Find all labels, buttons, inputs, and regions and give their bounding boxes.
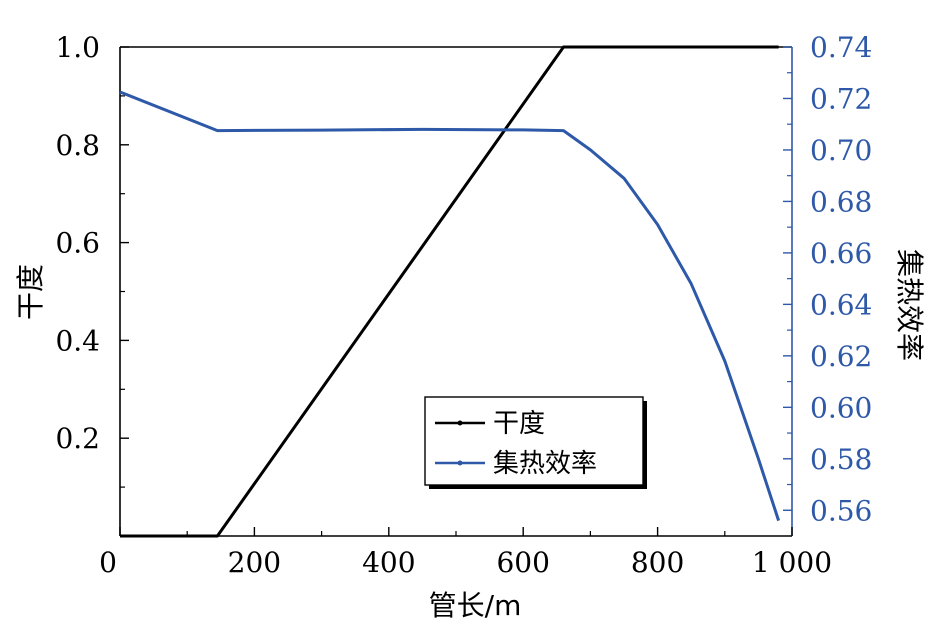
dryness-line xyxy=(120,45,779,538)
x-tick-label: 600 xyxy=(496,546,549,579)
legend-marker xyxy=(457,460,463,466)
y-right-tick-label: 0.74 xyxy=(810,31,872,64)
y-left-tick-label: 0.2 xyxy=(55,422,100,455)
legend-box xyxy=(424,396,644,486)
y-left-tick-label: 0.8 xyxy=(55,129,100,162)
y-left-tick-label: 0.4 xyxy=(55,324,100,357)
y-right-tick-label: 0.68 xyxy=(810,185,872,218)
x-axis-title: 管长/m xyxy=(429,589,522,622)
series-lines xyxy=(119,45,781,538)
x-tick-label: 400 xyxy=(362,546,415,579)
y-axis-left-title: 干度 xyxy=(14,264,47,320)
y-right-tick-label: 0.56 xyxy=(810,494,872,527)
y-left-tick-label: 0.6 xyxy=(55,227,100,260)
legend-label-dryness: 干度 xyxy=(493,409,545,439)
y-axis-right-title: 集热效率 xyxy=(893,249,926,361)
y-right-tick-label: 0.60 xyxy=(810,391,872,424)
legend-label-efficiency: 集热效率 xyxy=(493,449,597,479)
efficiency-line xyxy=(119,90,781,522)
axes: 0 200 400 600 800 1 000 0.2 0.4 0.6 0.8 1.0 0.56 0.5… xyxy=(55,31,872,579)
x-tick-label: 1 000 xyxy=(752,546,832,579)
y-right-tick-label: 0.72 xyxy=(810,82,872,115)
y-right-tick-label: 0.70 xyxy=(810,134,872,167)
x-tick-label: 200 xyxy=(228,546,281,579)
x-tick-label: 0 xyxy=(99,546,117,579)
legend-marker xyxy=(457,420,463,426)
y-right-tick-label: 0.62 xyxy=(810,340,872,373)
y-right-tick-label: 0.58 xyxy=(810,443,872,476)
y-right-tick-label: 0.66 xyxy=(810,237,872,270)
y-right-tick-label: 0.64 xyxy=(810,288,872,321)
x-tick-label: 800 xyxy=(631,546,684,579)
y-left-tick-label: 1.0 xyxy=(55,31,100,64)
